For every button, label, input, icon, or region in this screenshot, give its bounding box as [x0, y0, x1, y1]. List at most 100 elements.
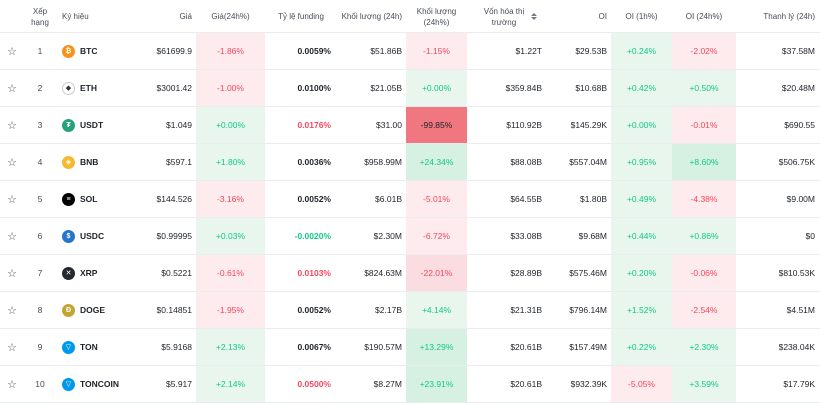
- symbol-label: TON: [80, 342, 98, 352]
- liquidation: $37.58M: [781, 46, 815, 56]
- funding-rate: 0.0100%: [297, 83, 331, 93]
- symbol-label: BTC: [80, 46, 98, 56]
- rank: 3: [37, 120, 43, 130]
- header-oi[interactable]: OI: [598, 12, 607, 21]
- oi-24h-change: -2.54%: [672, 292, 736, 328]
- oi-24h-change: -0.06%: [672, 255, 736, 291]
- table-row[interactable]: ☆ 8 Ð DOGE $0.14851 -1.95% 0.0052% $2.17B +4.…: [0, 292, 820, 329]
- funding-rate: 0.0500%: [297, 379, 331, 389]
- tether-icon: ₮: [62, 118, 75, 132]
- price-change: -1.86%: [196, 33, 265, 69]
- favorite-star-icon[interactable]: ☆: [7, 82, 17, 95]
- volume: $6.01B: [375, 194, 402, 204]
- oi-24h-change: +3.59%: [672, 366, 736, 402]
- market-cap: $1.22T: [515, 46, 542, 56]
- symbol-label: XRP: [80, 268, 98, 278]
- sort-icon[interactable]: [531, 13, 537, 20]
- favorite-star-icon[interactable]: ☆: [7, 378, 17, 391]
- coin-symbol[interactable]: ◈ BNB: [56, 144, 126, 180]
- rank: 5: [37, 194, 43, 204]
- oi-24h-change: +0.86%: [672, 218, 736, 254]
- ton-icon: ▽: [62, 377, 75, 391]
- volume-change: -6.72%: [406, 218, 467, 254]
- coin-symbol[interactable]: ₮ USDT: [56, 107, 126, 143]
- coin-symbol[interactable]: $ USDC: [56, 218, 126, 254]
- table-row[interactable]: ☆ 1 ₿ BTC $61699.9 -1.86% 0.0059% $51.86B -1.…: [0, 33, 820, 70]
- favorite-star-icon[interactable]: ☆: [7, 341, 17, 354]
- favorite-star-icon[interactable]: ☆: [7, 156, 17, 169]
- symbol-label: BNB: [80, 157, 99, 167]
- favorite-star-icon[interactable]: ☆: [7, 230, 17, 243]
- table-row[interactable]: ☆ 5 ≡ SOL $144.526 -3.16% 0.0052% $6.01B -5.0…: [0, 181, 820, 218]
- price: $0.99995: [156, 231, 192, 241]
- coin-symbol[interactable]: ✕ XRP: [56, 255, 126, 291]
- table-row[interactable]: ☆ 6 $ USDC $0.99995 +0.03% -0.0020% $2.30M -6…: [0, 218, 820, 255]
- symbol-label: TONCOIN: [80, 379, 120, 389]
- oi-24h-change: +2.30%: [672, 329, 736, 365]
- symbol-label: SOL: [80, 194, 98, 204]
- open-interest: $796.14M: [569, 305, 607, 315]
- liquidation: $238.04K: [778, 342, 815, 352]
- oi-1h-change: +0.22%: [611, 329, 672, 365]
- volume: $958.99M: [364, 157, 402, 167]
- price-change: +0.03%: [196, 218, 265, 254]
- header-liquidation[interactable]: Thanh lý (24h): [763, 12, 815, 21]
- header-price[interactable]: Giá: [179, 12, 192, 21]
- table-row[interactable]: ☆ 3 ₮ USDT $1.049 +0.00% 0.0176% $31.00 -99.8…: [0, 107, 820, 144]
- coin-symbol[interactable]: ▽ TONCOIN: [56, 366, 126, 402]
- table-row[interactable]: ☆ 7 ✕ XRP $0.5221 -0.61% 0.0103% $824.63M -22…: [0, 255, 820, 292]
- header-price-change[interactable]: Giá(24h%): [211, 12, 250, 21]
- oi-24h-change: +8.60%: [672, 144, 736, 180]
- header-oi-24h[interactable]: OI (24h%): [685, 12, 723, 21]
- favorite-star-icon[interactable]: ☆: [7, 45, 17, 58]
- oi-24h-change: -2.02%: [672, 33, 736, 69]
- header-volume-change[interactable]: Khối lượng (24h%): [416, 6, 457, 27]
- favorite-star-icon[interactable]: ☆: [7, 304, 17, 317]
- price: $61699.9: [156, 46, 192, 56]
- table-row[interactable]: ☆ 4 ◈ BNB $597.1 +1.80% 0.0036% $958.99M +24.…: [0, 144, 820, 181]
- table-body: ☆ 1 ₿ BTC $61699.9 -1.86% 0.0059% $51.86B -1.…: [0, 33, 820, 403]
- favorite-star-icon[interactable]: ☆: [7, 119, 17, 132]
- table-row[interactable]: ☆ 10 ▽ TONCOIN $5.917 +2.14% 0.0500% $8.27M +…: [0, 366, 820, 403]
- open-interest: $1.80B: [580, 194, 607, 204]
- open-interest: $9.68M: [578, 231, 607, 241]
- solana-icon: ≡: [62, 192, 75, 206]
- header-market-cap-wrap[interactable]: Vốn hóa thị trường: [467, 0, 546, 33]
- oi-1h-change: +0.49%: [611, 181, 672, 217]
- header-funding[interactable]: Tỷ lệ funding: [278, 12, 324, 21]
- open-interest: $29.53B: [575, 46, 607, 56]
- price-change: -1.95%: [196, 292, 265, 328]
- symbol-label: USDT: [80, 120, 104, 130]
- header-oi-1h[interactable]: OI (1h%): [625, 12, 658, 21]
- open-interest: $10.68B: [575, 83, 607, 93]
- coin-symbol[interactable]: ₿ BTC: [56, 33, 126, 69]
- funding-rate: 0.0052%: [297, 194, 331, 204]
- table-row[interactable]: ☆ 2 ◆ ETH $3001.42 -1.00% 0.0100% $21.05B +0.…: [0, 70, 820, 107]
- market-cap: $64.55B: [510, 194, 542, 204]
- coin-symbol[interactable]: Ð DOGE: [56, 292, 126, 328]
- price: $0.5221: [161, 268, 192, 278]
- open-interest: $557.04M: [569, 157, 607, 167]
- watchlist-header: [0, 0, 24, 33]
- favorite-star-icon[interactable]: ☆: [7, 267, 17, 280]
- volume: $31.00: [376, 120, 402, 130]
- market-cap: $88.08B: [510, 157, 542, 167]
- table-row[interactable]: ☆ 9 ▽ TON $5.9168 +2.13% 0.0067% $190.57M +13…: [0, 329, 820, 366]
- price-change: +2.14%: [196, 366, 265, 402]
- volume-change: +4.14%: [406, 292, 467, 328]
- open-interest: $157.49M: [569, 342, 607, 352]
- rank: 10: [35, 379, 45, 389]
- coin-symbol[interactable]: ▽ TON: [56, 329, 126, 365]
- header-rank[interactable]: Xếp hạng: [31, 6, 49, 27]
- header-volume[interactable]: Khối lượng (24h): [341, 12, 402, 21]
- oi-1h-change: +0.44%: [611, 218, 672, 254]
- oi-24h-change: +0.50%: [672, 70, 736, 106]
- header-symbol[interactable]: Ký hiệu: [62, 12, 89, 21]
- funding-rate: 0.0052%: [297, 305, 331, 315]
- coin-symbol[interactable]: ≡ SOL: [56, 181, 126, 217]
- oi-1h-change: +0.95%: [611, 144, 672, 180]
- favorite-star-icon[interactable]: ☆: [7, 193, 17, 206]
- coin-symbol[interactable]: ◆ ETH: [56, 70, 126, 106]
- volume: $824.63M: [364, 268, 402, 278]
- volume: $21.05B: [370, 83, 402, 93]
